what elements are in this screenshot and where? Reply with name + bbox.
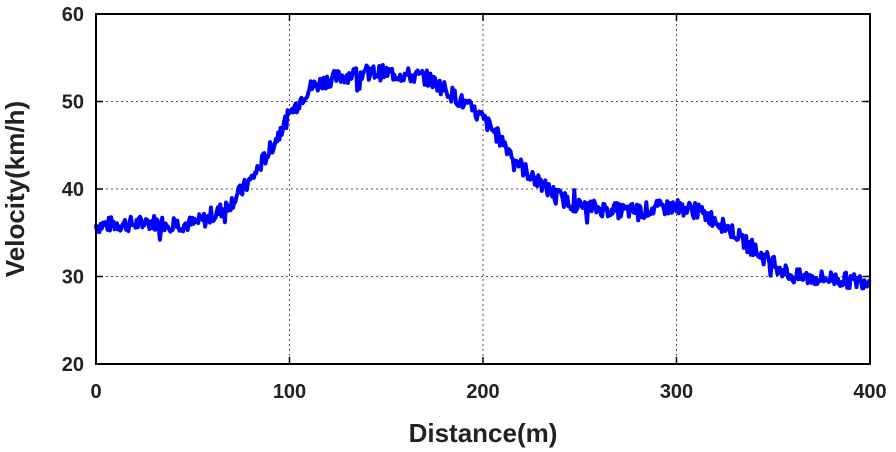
x-axis-title: Distance(m) bbox=[409, 418, 558, 448]
x-tick-label: 200 bbox=[466, 381, 499, 403]
grid-lines bbox=[96, 14, 870, 364]
y-tick-label: 30 bbox=[62, 267, 84, 289]
y-tick-label: 60 bbox=[62, 4, 84, 26]
y-axis-title: Velocity(km/h) bbox=[0, 101, 30, 277]
y-tick-label: 40 bbox=[62, 179, 84, 201]
velocity-series-line bbox=[94, 63, 872, 291]
x-tick-label: 400 bbox=[853, 381, 886, 403]
x-tick-label: 0 bbox=[90, 381, 101, 403]
x-tick-label: 300 bbox=[660, 381, 693, 403]
series-layer bbox=[94, 63, 872, 291]
x-tick-label: 100 bbox=[273, 381, 306, 403]
y-tick-label: 20 bbox=[62, 354, 84, 376]
axis-ticks: 0 100 200 300 400 20 30 40 50 60 bbox=[62, 4, 887, 403]
y-tick-label: 50 bbox=[62, 92, 84, 114]
